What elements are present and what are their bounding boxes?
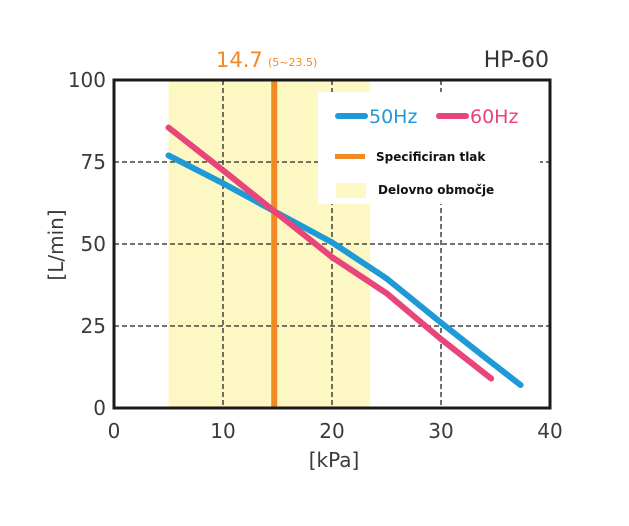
y-tick-label: 0 (93, 396, 106, 420)
legend: 50Hz 60Hz Specificiran tlak Delovno obmo… (318, 92, 540, 204)
x-tick-label: 40 (537, 419, 562, 443)
x-axis-label: [kPa] (309, 448, 360, 472)
x-tick-label: 10 (210, 419, 235, 443)
legend-label-50hz: 50Hz (369, 106, 417, 128)
spec-pressure-range: (5~23.5) (268, 56, 317, 69)
y-tick-label: 100 (68, 68, 106, 92)
y-tick-label: 25 (81, 314, 106, 338)
y-tick-label: 50 (81, 232, 106, 256)
legend-swatch-working-range (336, 183, 366, 198)
chart-title: HP-60 (484, 48, 549, 73)
plot-frame (112, 78, 552, 410)
x-tick-label: 30 (428, 419, 453, 443)
y-tick-label: 75 (81, 150, 106, 174)
legend-label-working-range: Delovno območje (378, 183, 494, 197)
y-axis-label: [L/min] (44, 209, 68, 280)
series-line-50hz (165, 152, 524, 389)
x-tick-label: 0 (108, 419, 121, 443)
spec-pressure-value: 14.7 (216, 48, 263, 72)
series-line-60hz (165, 124, 495, 382)
legend-label-60hz: 60Hz (470, 106, 518, 128)
legend-label-spec-pressure: Specificiran tlak (376, 150, 486, 164)
x-tick-label: 20 (319, 419, 344, 443)
legend-swatch-spec-pressure (335, 154, 365, 159)
